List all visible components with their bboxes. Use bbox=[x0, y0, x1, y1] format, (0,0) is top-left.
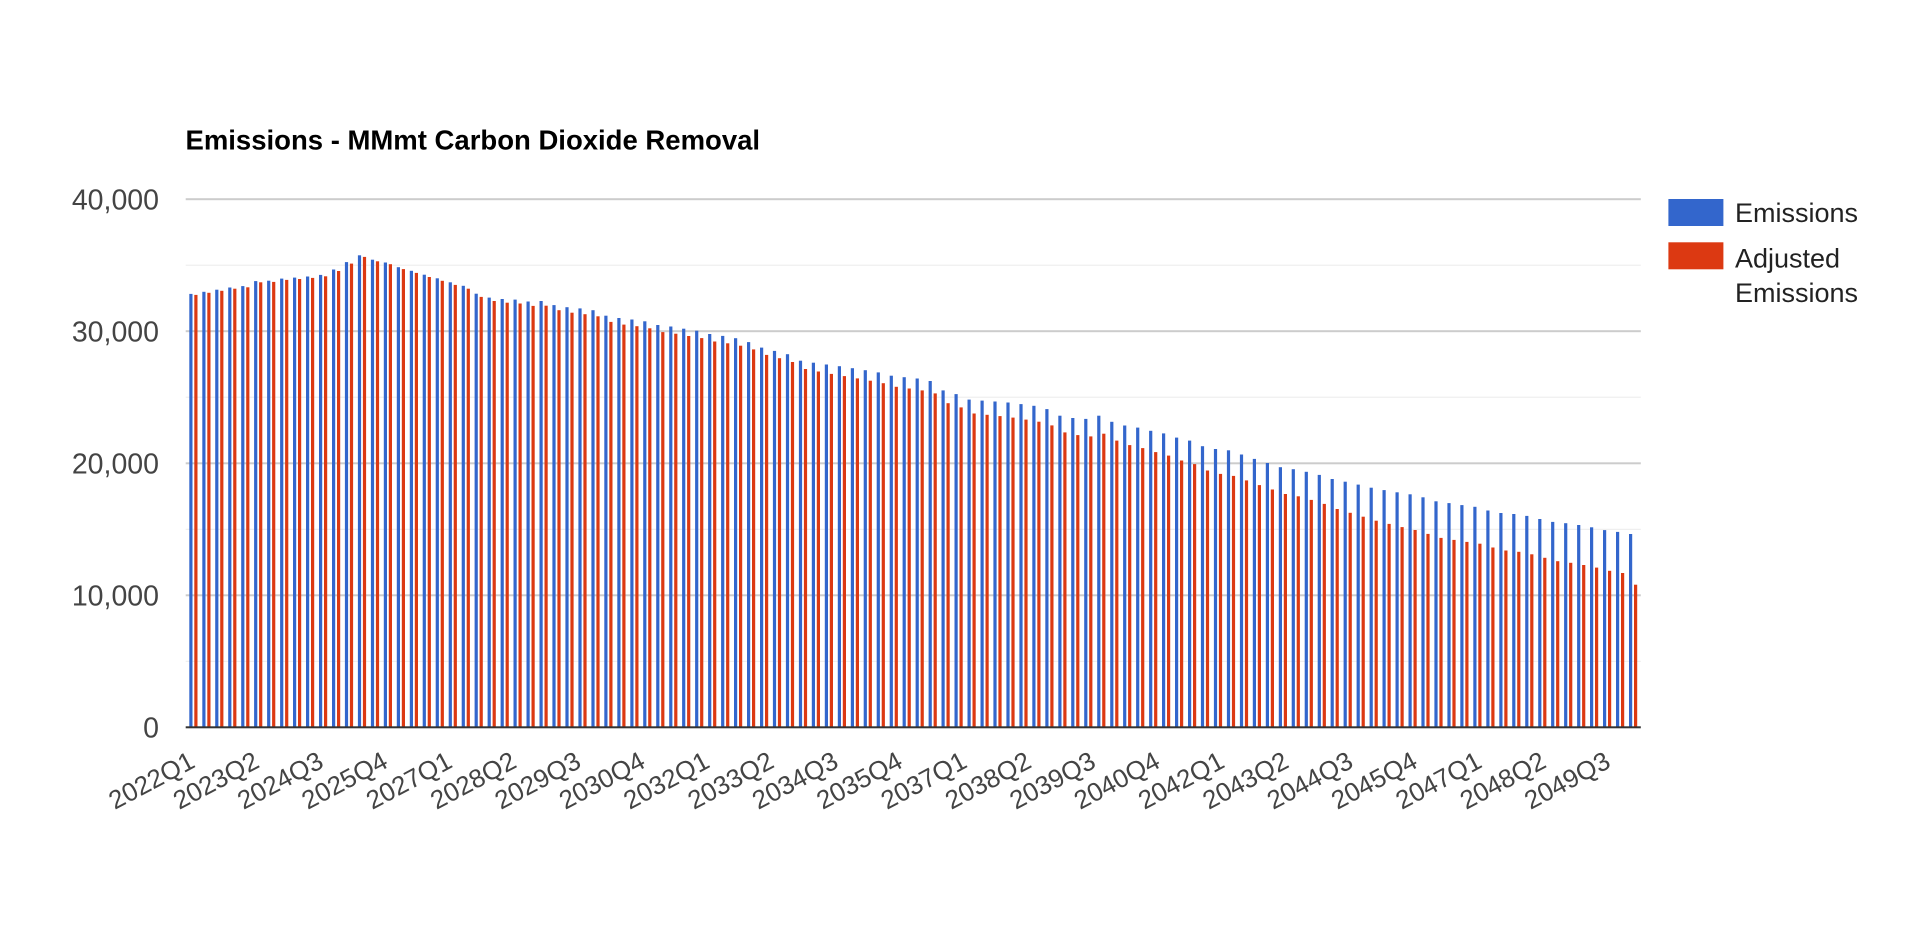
svg-text:20,000: 20,000 bbox=[72, 449, 159, 481]
svg-text:10,000: 10,000 bbox=[72, 581, 159, 613]
svg-text:Emissions - MMmt Carbon Dioxid: Emissions - MMmt Carbon Dioxide Removal bbox=[186, 125, 761, 156]
svg-text:Emissions: Emissions bbox=[1735, 278, 1858, 308]
svg-text:40,000: 40,000 bbox=[72, 185, 159, 217]
svg-text:Adjusted: Adjusted bbox=[1735, 244, 1840, 274]
svg-text:Emissions: Emissions bbox=[1735, 198, 1858, 228]
svg-text:30,000: 30,000 bbox=[72, 317, 159, 349]
svg-text:0: 0 bbox=[143, 713, 159, 745]
